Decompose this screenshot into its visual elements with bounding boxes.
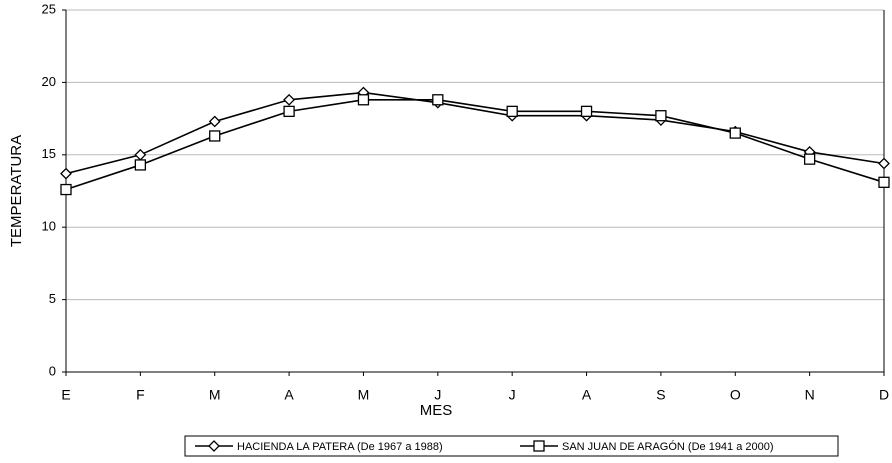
point: [655, 110, 667, 122]
legend-label: HACIENDA LA PATERA (De 1967 a 1988): [237, 441, 443, 453]
point: [134, 159, 147, 171]
point: [580, 105, 593, 118]
point: [878, 157, 890, 170]
series-line: [65, 98, 885, 191]
x-tick-label: J: [509, 387, 516, 403]
y-tick-label: 20: [42, 74, 56, 89]
point: [432, 94, 444, 106]
y-tick-label: 10: [42, 219, 56, 234]
x-tick-label: M: [209, 387, 221, 403]
point: [208, 115, 221, 128]
point: [357, 94, 370, 106]
point: [283, 93, 296, 106]
point: [506, 105, 518, 118]
point: [729, 127, 741, 139]
point: [878, 176, 890, 188]
x-tick-label: N: [805, 387, 815, 403]
point: [60, 167, 72, 180]
series-line: [65, 91, 885, 175]
point: [283, 105, 295, 118]
x-tick-label: D: [879, 387, 889, 403]
point: [208, 440, 220, 452]
x-tick-label: E: [61, 387, 70, 403]
x-tick-label: J: [434, 387, 441, 403]
y-tick-label: 0: [49, 363, 56, 378]
point: [209, 130, 221, 142]
point: [134, 148, 147, 161]
y-tick-label: 15: [42, 146, 56, 161]
y-tick-label: 25: [42, 1, 56, 16]
y-axis-label: TEMPERATURA: [8, 135, 25, 247]
x-tick-label: A: [284, 387, 294, 403]
point: [533, 440, 545, 452]
legend-box: [184, 435, 839, 457]
x-tick-label: S: [656, 387, 665, 403]
y-tick-label: 5: [49, 291, 56, 306]
point: [60, 183, 72, 196]
point: [803, 153, 816, 165]
x-tick-label: F: [136, 387, 145, 403]
x-tick-label: A: [582, 387, 592, 403]
x-tick-label: O: [730, 387, 741, 403]
x-tick-label: M: [358, 387, 370, 403]
legend-label: SAN JUAN DE ARAGÓN (De 1941 a 2000): [562, 440, 774, 453]
x-axis-label: MES: [420, 402, 453, 419]
